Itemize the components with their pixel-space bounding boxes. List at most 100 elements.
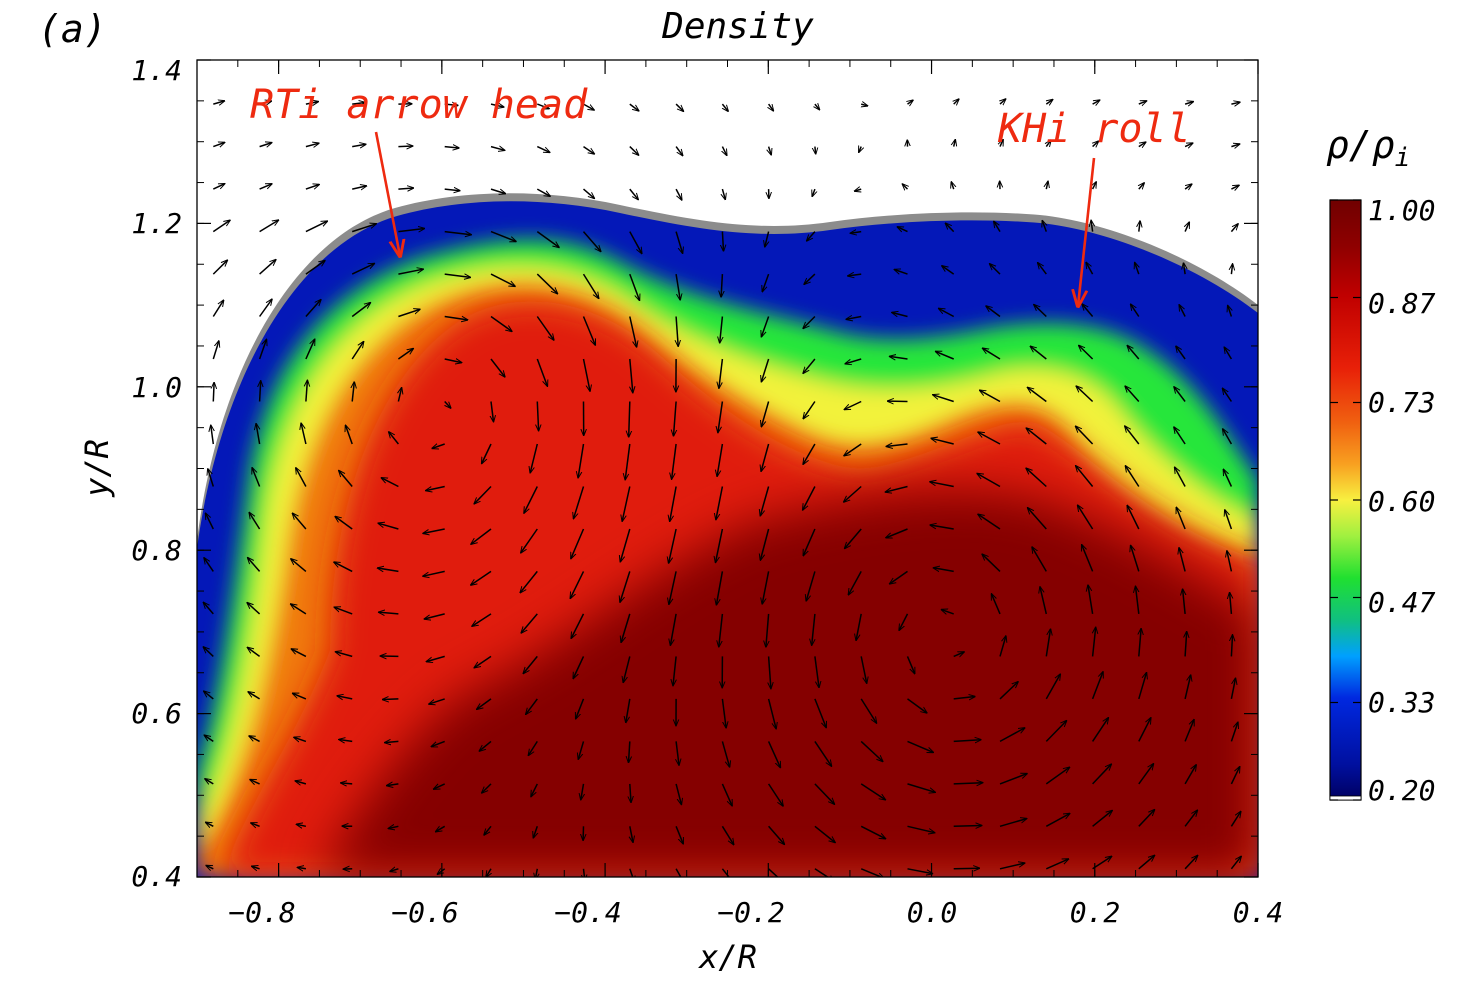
velocity-arrow xyxy=(490,273,515,286)
y-tick-label: 0.4 xyxy=(131,860,182,893)
velocity-arrow xyxy=(574,486,585,519)
velocity-arrow xyxy=(803,315,816,329)
velocity-arrow xyxy=(675,231,683,254)
velocity-arrow xyxy=(1045,721,1066,742)
velocity-arrow xyxy=(936,351,954,360)
velocity-arrow xyxy=(1139,221,1140,232)
velocity-arrow xyxy=(423,528,445,533)
velocity-arrow xyxy=(676,316,678,347)
velocity-arrow xyxy=(258,299,272,317)
velocity-arrow xyxy=(1138,673,1147,700)
velocity-arrow xyxy=(206,866,214,869)
velocity-arrow xyxy=(721,103,728,111)
velocity-arrow xyxy=(1223,469,1233,487)
velocity-arrow xyxy=(1040,587,1048,615)
velocity-arrow xyxy=(907,783,936,792)
velocity-arrow xyxy=(908,100,914,104)
velocity-arrow xyxy=(520,570,538,592)
velocity-arrow xyxy=(571,528,585,559)
velocity-arrow xyxy=(953,740,981,742)
velocity-arrow xyxy=(536,230,559,248)
velocity-arrow xyxy=(491,401,494,422)
colorbar: 1.00 0.87 0.73 0.60 0.47 0.33 0.20 ρ/ρi xyxy=(1326,123,1436,807)
velocity-arrow xyxy=(630,826,633,842)
velocity-arrow xyxy=(346,425,353,445)
velocity-arrow xyxy=(260,381,261,402)
velocity-arrow xyxy=(521,613,538,633)
velocity-arrow xyxy=(352,103,365,105)
velocity-arrow xyxy=(528,740,538,755)
velocity-arrow xyxy=(761,401,770,427)
velocity-arrow xyxy=(259,143,272,147)
velocity-arrow xyxy=(1045,814,1070,827)
velocity-arrow xyxy=(389,432,399,445)
velocity-arrow xyxy=(803,401,816,419)
velocity-arrow xyxy=(768,825,785,844)
velocity-arrow xyxy=(1184,143,1193,147)
velocity-arrow xyxy=(531,783,538,797)
velocity-arrow xyxy=(379,612,399,614)
velocity-arrow xyxy=(629,316,637,348)
panel-label: (a) xyxy=(38,7,107,51)
velocity-arrow xyxy=(953,652,964,657)
velocity-arrow xyxy=(722,146,726,156)
velocity-arrow xyxy=(675,783,681,805)
velocity-arrow xyxy=(999,819,1027,828)
velocity-arrow xyxy=(1046,100,1052,105)
velocity-arrow xyxy=(259,220,279,233)
velocity-arrow xyxy=(1227,551,1233,572)
velocity-arrow xyxy=(845,358,862,364)
velocity-arrow xyxy=(1093,627,1096,657)
velocity-arrow xyxy=(1176,346,1186,360)
velocity-arrow xyxy=(886,528,908,538)
velocity-arrow xyxy=(716,486,724,520)
velocity-arrow xyxy=(1086,262,1094,275)
velocity-arrow xyxy=(351,264,374,275)
velocity-arrow xyxy=(861,104,867,106)
annotation-rti-arrow xyxy=(374,131,400,256)
axis-ticks xyxy=(196,59,1259,878)
velocity-arrow xyxy=(721,698,726,728)
colorbar-tick-label: 0.87 xyxy=(1368,287,1436,320)
velocity-arrow xyxy=(978,432,1001,445)
velocity-arrow xyxy=(722,231,723,251)
velocity-arrow xyxy=(471,570,492,585)
velocity-arrow xyxy=(1185,222,1189,232)
velocity-arrow xyxy=(620,571,631,602)
velocity-arrow xyxy=(397,349,413,360)
velocity-arrow xyxy=(1042,221,1046,232)
velocity-arrow xyxy=(1225,510,1233,530)
velocity-arrow xyxy=(999,682,1018,700)
velocity-arrow xyxy=(388,826,399,828)
velocity-arrow xyxy=(761,443,770,471)
velocity-arrow xyxy=(352,186,366,189)
velocity-arrow xyxy=(259,260,276,275)
velocity-arrow xyxy=(1127,505,1140,530)
velocity-arrow xyxy=(983,348,1001,360)
velocity-arrow xyxy=(1184,675,1191,700)
velocity-arrow xyxy=(629,868,635,877)
velocity-arrow xyxy=(721,825,733,844)
velocity-arrow xyxy=(247,603,261,615)
velocity-arrow xyxy=(482,443,492,464)
velocity-arrow xyxy=(933,395,954,403)
velocity-arrow xyxy=(1026,468,1047,488)
velocity-arrow xyxy=(1228,306,1232,317)
colorbar-tick-label: 0.73 xyxy=(1368,386,1435,419)
velocity-arrow xyxy=(431,740,445,746)
velocity-arrow xyxy=(247,647,261,658)
velocity-arrow xyxy=(490,315,512,332)
velocity-arrow xyxy=(672,443,677,479)
velocity-arrow xyxy=(719,613,724,647)
velocity-arrow xyxy=(953,826,982,827)
velocity-arrow xyxy=(578,741,585,759)
velocity-arrow xyxy=(814,740,832,766)
velocity-arrow xyxy=(626,698,631,723)
velocity-arrow xyxy=(1032,547,1047,572)
velocity-arrow xyxy=(472,613,492,626)
velocity-arrow xyxy=(999,774,1027,785)
velocity-arrow xyxy=(1184,810,1197,827)
velocity-arrow xyxy=(444,273,471,277)
velocity-arrow xyxy=(670,613,677,645)
velocity-arrow xyxy=(953,868,980,869)
